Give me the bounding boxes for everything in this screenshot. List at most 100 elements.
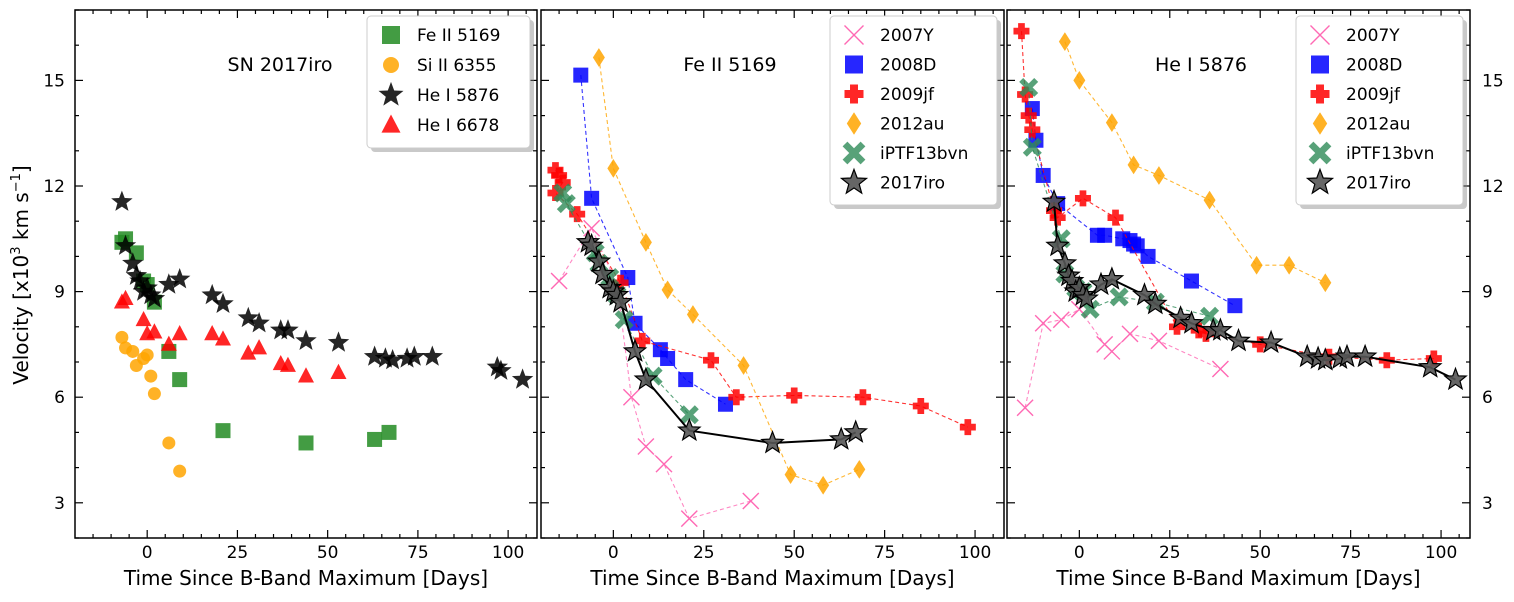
data-point	[126, 344, 140, 358]
data-point	[143, 287, 166, 308]
x-tick-label: 25	[1159, 543, 1181, 563]
data-point	[1319, 273, 1332, 293]
y-tick-label: 9	[1482, 283, 1493, 303]
data-point	[828, 426, 854, 450]
series-he-i-6678	[113, 289, 347, 383]
legend-label: 2012au	[1346, 115, 1410, 135]
x-tick-label: 0	[1074, 543, 1085, 563]
data-point	[1024, 121, 1041, 138]
data-point	[147, 387, 161, 401]
data-point	[622, 388, 640, 406]
x-tick-label: 75	[407, 543, 429, 563]
data-point	[158, 273, 180, 294]
data-point	[1152, 166, 1165, 185]
legend-marker	[382, 26, 400, 44]
data-point	[330, 363, 347, 379]
data-point	[679, 405, 699, 425]
series-2012au	[592, 48, 866, 495]
data-point	[660, 350, 676, 366]
data-point	[248, 312, 270, 333]
data-point	[140, 348, 154, 362]
legend-label: iPTF13bvn	[1346, 144, 1434, 164]
data-point	[136, 276, 158, 298]
data-point	[1019, 77, 1039, 97]
data-point	[592, 48, 605, 67]
data-point	[169, 268, 191, 289]
y-tick-label: 12	[43, 177, 65, 197]
series-2007y	[1016, 300, 1229, 417]
x-tick-label: 75	[874, 543, 896, 563]
data-point	[1203, 190, 1216, 210]
data-point	[1052, 311, 1070, 329]
data-point	[608, 289, 633, 313]
data-point	[240, 344, 257, 360]
data-point	[1443, 366, 1468, 391]
data-point	[1035, 167, 1051, 183]
axes-frame	[74, 9, 538, 539]
legend-marker	[842, 141, 866, 165]
data-point	[363, 345, 386, 366]
data-point	[1034, 314, 1052, 332]
data-point	[140, 283, 162, 305]
data-point	[1052, 250, 1078, 274]
data-point	[173, 464, 187, 478]
legend-marker	[1308, 141, 1332, 165]
y-tick-label: 3	[1482, 494, 1493, 514]
legend-label: 2008D	[880, 56, 936, 76]
data-point	[144, 369, 158, 383]
data-point	[486, 356, 508, 377]
data-point	[1417, 354, 1443, 378]
data-point	[111, 190, 133, 211]
data-point	[201, 283, 223, 305]
data-point	[146, 323, 163, 339]
data-point	[1168, 305, 1193, 329]
legend-marker	[844, 84, 864, 104]
data-point	[1169, 318, 1186, 335]
legend-marker	[378, 81, 404, 106]
data-point	[547, 162, 564, 179]
data-point	[583, 219, 601, 237]
y-axis-label: Velocity [x103 km s−1]	[9, 165, 33, 384]
x-tick-label: 50	[1249, 543, 1271, 563]
data-point	[959, 419, 976, 436]
series-line	[558, 227, 751, 520]
data-point	[569, 206, 586, 223]
legend-marker	[1312, 112, 1328, 135]
data-point	[1074, 285, 1099, 310]
legend-marker	[839, 167, 869, 195]
data-point	[117, 289, 134, 306]
data-point	[212, 292, 234, 313]
data-point	[612, 274, 629, 291]
data-point	[786, 387, 803, 404]
legend-marker	[1310, 25, 1330, 45]
legend-box	[829, 15, 998, 206]
data-point	[1020, 107, 1037, 124]
data-point	[215, 423, 231, 439]
data-point	[854, 389, 871, 406]
axes-frame	[1006, 9, 1471, 539]
data-point	[678, 372, 694, 388]
data-point	[396, 347, 418, 368]
data-point	[1208, 317, 1233, 341]
legend-label: 2009jf	[880, 85, 935, 105]
y-tick-label: 12	[1482, 177, 1504, 197]
panel-title: Fe II 5169	[683, 54, 776, 76]
data-point	[1016, 399, 1034, 417]
data-point	[1197, 325, 1214, 342]
data-point	[1227, 298, 1243, 314]
x-tick-label: 100	[1425, 543, 1457, 563]
data-point	[1074, 190, 1091, 207]
data-point	[1352, 343, 1378, 368]
legend-label: 2012au	[880, 115, 944, 135]
x-axis-label: Time Since B-Band Maximum [Days]	[123, 566, 488, 590]
data-point	[421, 345, 443, 366]
data-point	[1190, 322, 1207, 339]
legend: 2007Y 2008D 2009jf 2012au iPTF13bvn 2017iro	[1295, 15, 1467, 209]
data-point	[556, 194, 576, 214]
y-axis-label-sup: −1	[9, 173, 24, 192]
legend: 2007Y 2008D 2009jf 2012au iPTF13bvn 2017iro	[829, 15, 1001, 209]
data-point	[327, 331, 350, 352]
data-point	[737, 356, 750, 375]
data-point	[204, 325, 221, 341]
